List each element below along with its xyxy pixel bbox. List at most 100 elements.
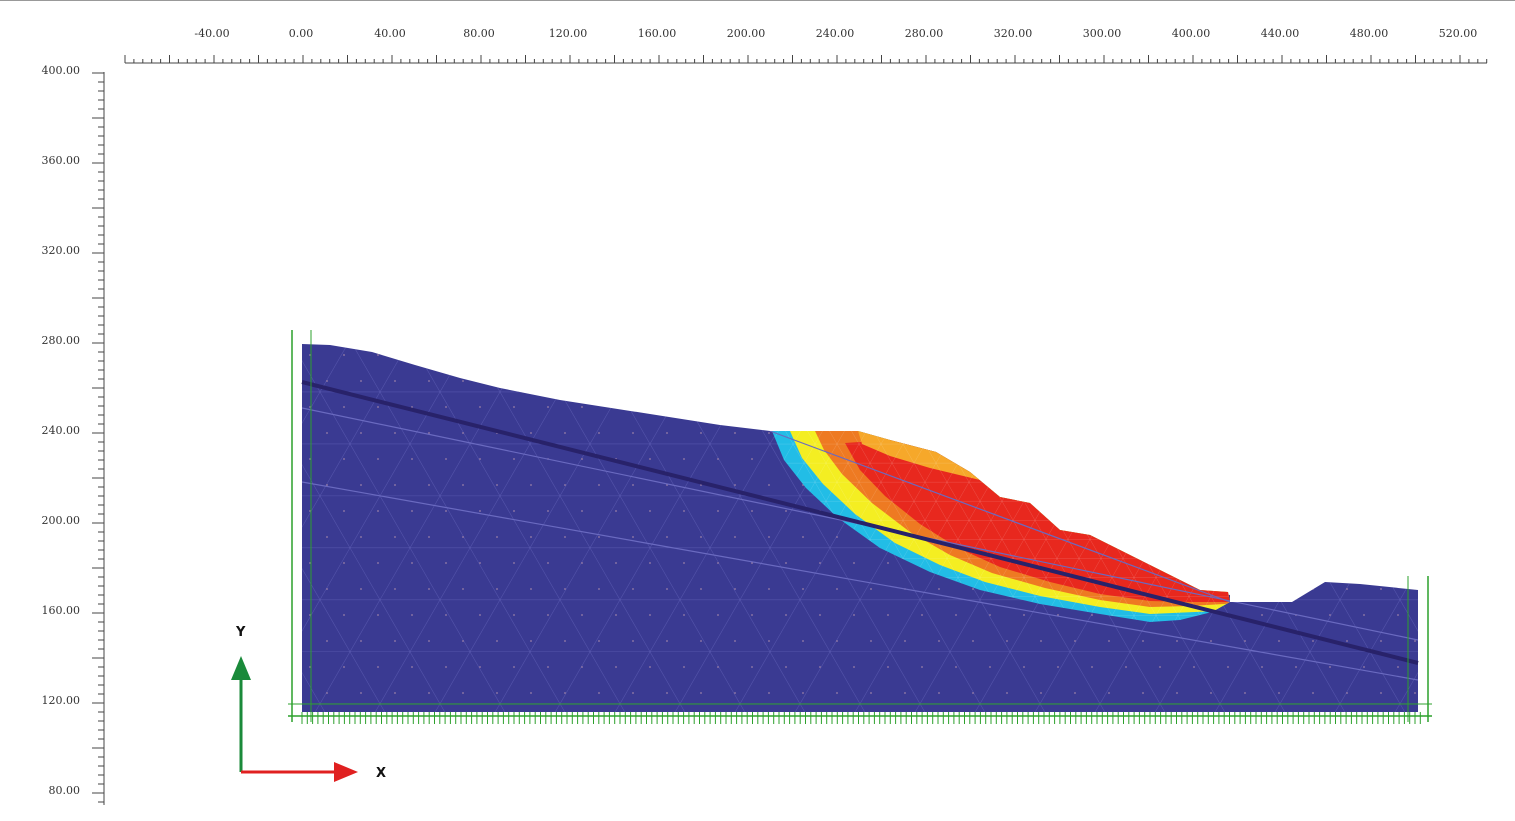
mesh-node	[1312, 692, 1314, 694]
mesh-node	[972, 588, 974, 590]
mesh-element	[302, 547, 351, 601]
mesh-node	[615, 510, 617, 512]
mesh-element	[1279, 495, 1341, 549]
weak-plane-interface[interactable]	[301, 380, 1419, 665]
mesh-node	[530, 432, 532, 434]
mesh-node	[1414, 588, 1416, 590]
mesh-element	[1069, 344, 1131, 393]
mesh-node	[1380, 484, 1382, 486]
mesh-node	[666, 588, 668, 590]
mesh-node	[785, 354, 787, 356]
contour-mesh-element	[913, 462, 937, 483]
mesh-node	[1312, 536, 1314, 538]
mesh-element	[1129, 344, 1191, 393]
mesh-node	[853, 354, 855, 356]
contour-mesh-element	[869, 462, 893, 483]
mesh-node	[309, 666, 311, 668]
y-axis-arrowhead	[231, 656, 251, 680]
mesh-node	[836, 640, 838, 642]
contour-mesh-element	[1023, 431, 1047, 445]
contour-mesh-element	[1210, 558, 1230, 578]
contour-mesh-element	[891, 539, 915, 559]
mesh-node	[955, 614, 957, 616]
mesh-node	[751, 510, 753, 512]
mesh-node	[564, 692, 566, 694]
mesh-element	[889, 651, 951, 705]
mesh-node	[445, 614, 447, 616]
contour-mesh-element	[1188, 443, 1212, 464]
mesh-node	[802, 692, 804, 694]
mesh-node	[1040, 432, 1042, 434]
ruler-top-label: 280.00	[905, 27, 944, 40]
mesh-node	[1295, 510, 1297, 512]
contour-mesh-element	[825, 431, 849, 445]
contour-mesh-element	[1111, 501, 1135, 521]
mesh-element	[1219, 391, 1281, 445]
mesh-element	[379, 391, 441, 445]
mesh-node	[904, 640, 906, 642]
mesh-node	[887, 614, 889, 616]
contour-mesh-element	[1177, 431, 1201, 445]
contour-mesh-element	[1210, 443, 1230, 464]
mesh-node	[496, 380, 498, 382]
mesh-element	[649, 547, 711, 601]
mesh-node	[717, 354, 719, 356]
mesh-node	[428, 536, 430, 538]
mesh-node	[394, 640, 396, 642]
y-axis-label: Y	[235, 625, 246, 640]
mesh-node	[751, 354, 753, 356]
mesh-node	[326, 692, 328, 694]
contour-mesh-element	[924, 520, 948, 540]
contour-mesh-element	[1221, 462, 1230, 483]
mesh-node	[479, 406, 481, 408]
mesh-node	[1057, 666, 1059, 668]
mesh-element	[949, 344, 1011, 393]
mesh-element	[1189, 443, 1251, 497]
mesh-node	[989, 354, 991, 356]
contour-mesh-element	[1111, 462, 1135, 483]
mesh-node	[734, 536, 736, 538]
contour-mesh-element	[957, 431, 981, 445]
contour-mesh-element	[1001, 539, 1025, 559]
ruler-top-label: 520.00	[1439, 27, 1478, 40]
mesh-node	[1023, 614, 1025, 616]
mesh-node	[1278, 536, 1280, 538]
mesh-node	[1414, 692, 1416, 694]
mesh-node	[853, 406, 855, 408]
mesh-node	[1108, 380, 1110, 382]
contour-mesh-element	[869, 501, 893, 521]
contour-mesh-element	[1199, 431, 1223, 445]
mesh-node	[802, 640, 804, 642]
mesh-node	[955, 354, 957, 356]
mesh-node	[1397, 666, 1399, 668]
ruler-top-label: 40.00	[374, 27, 406, 40]
mesh-node	[1312, 380, 1314, 382]
contour-mesh-element	[1001, 462, 1025, 483]
contour-mesh-element	[847, 462, 871, 483]
contour-mesh-element	[880, 443, 904, 464]
contour-band-dark-orange	[858, 431, 980, 480]
x-axis-arrowhead	[334, 762, 358, 782]
mesh-node	[921, 354, 923, 356]
mesh-element	[709, 443, 771, 497]
bottom-fixity-ticks	[301, 712, 1421, 724]
mesh-node	[1244, 640, 1246, 642]
contour-mesh-element	[957, 501, 981, 521]
mesh-node	[1091, 406, 1093, 408]
contour-mesh-element	[913, 431, 937, 445]
mesh-element	[1189, 651, 1251, 705]
mesh-element	[230, 444, 290, 496]
mesh-node	[1006, 692, 1008, 694]
contour-mesh-element	[946, 520, 970, 540]
mesh-node	[768, 380, 770, 382]
mesh-node	[904, 692, 906, 694]
mesh-element	[1249, 344, 1311, 393]
mesh-element	[319, 599, 381, 653]
mesh-node	[615, 614, 617, 616]
soil-model[interactable]	[230, 340, 1490, 756]
x-axis-label: X	[376, 766, 386, 781]
mesh-node	[1091, 510, 1093, 512]
mesh-node	[326, 640, 328, 642]
